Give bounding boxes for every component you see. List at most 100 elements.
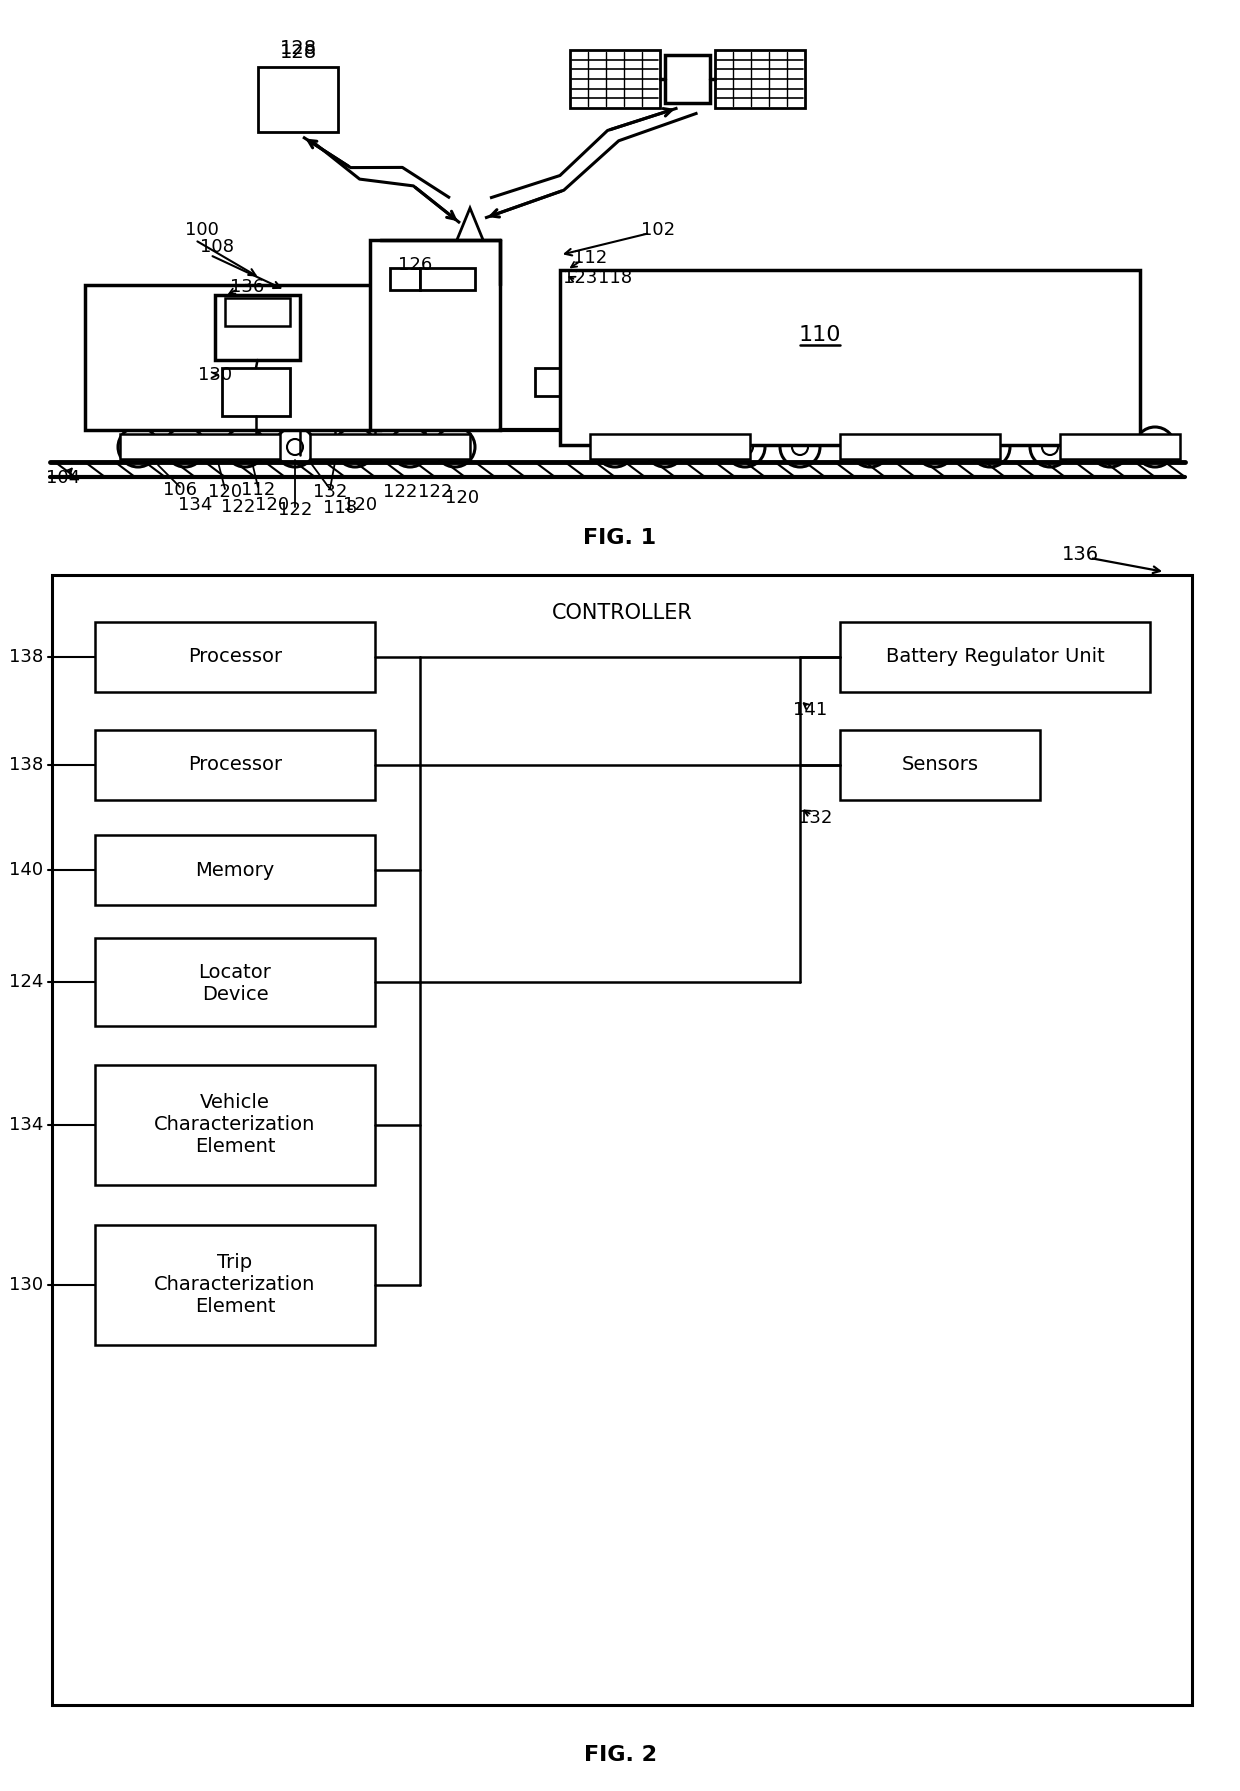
- Text: Memory: Memory: [196, 860, 274, 879]
- Bar: [839, 731, 1040, 801]
- Text: Locator: Locator: [198, 962, 272, 981]
- Text: 122: 122: [278, 501, 312, 519]
- Circle shape: [335, 426, 374, 467]
- Text: 124: 124: [9, 973, 43, 990]
- Circle shape: [177, 439, 193, 455]
- Circle shape: [130, 439, 146, 455]
- Bar: [222, 367, 290, 416]
- Text: 141: 141: [792, 700, 827, 718]
- Circle shape: [849, 426, 890, 467]
- Text: 134: 134: [177, 496, 212, 514]
- Circle shape: [792, 439, 808, 455]
- Text: 136: 136: [229, 278, 264, 296]
- Text: Device: Device: [202, 985, 268, 1003]
- Bar: [534, 367, 563, 396]
- Circle shape: [1042, 439, 1058, 455]
- Circle shape: [402, 439, 418, 455]
- Bar: [95, 835, 374, 904]
- Circle shape: [915, 426, 955, 467]
- Bar: [120, 433, 280, 458]
- Text: 140: 140: [9, 861, 43, 879]
- Bar: [95, 1066, 374, 1186]
- Text: Sensors: Sensors: [901, 756, 978, 774]
- Bar: [1060, 433, 1180, 458]
- Text: 118: 118: [322, 500, 357, 518]
- Text: Battery Regulator Unit: Battery Regulator Unit: [885, 648, 1105, 666]
- Text: 110: 110: [799, 324, 841, 346]
- Circle shape: [725, 426, 765, 467]
- Text: 106: 106: [162, 482, 197, 500]
- Bar: [570, 50, 660, 107]
- Circle shape: [118, 426, 157, 467]
- Circle shape: [982, 439, 998, 455]
- Circle shape: [737, 439, 753, 455]
- Circle shape: [657, 439, 673, 455]
- Circle shape: [1102, 439, 1118, 455]
- Text: Processor: Processor: [188, 648, 281, 666]
- Circle shape: [1147, 439, 1163, 455]
- Circle shape: [862, 439, 878, 455]
- Bar: [391, 269, 420, 290]
- Text: 120: 120: [445, 489, 479, 507]
- Text: 120: 120: [255, 496, 289, 514]
- Circle shape: [224, 426, 265, 467]
- Text: 138: 138: [9, 648, 43, 666]
- Text: 138: 138: [9, 756, 43, 774]
- Bar: [665, 56, 711, 104]
- Circle shape: [391, 426, 430, 467]
- Text: 100: 100: [185, 220, 219, 238]
- Circle shape: [237, 439, 253, 455]
- Circle shape: [165, 426, 205, 467]
- Text: 134: 134: [9, 1116, 43, 1134]
- Circle shape: [608, 439, 622, 455]
- Circle shape: [780, 426, 820, 467]
- Text: 128: 128: [279, 43, 316, 61]
- Text: Element: Element: [195, 1297, 275, 1316]
- Circle shape: [286, 439, 303, 455]
- Text: Characterization: Characterization: [154, 1116, 316, 1134]
- Bar: [453, 253, 489, 285]
- Text: 122: 122: [383, 484, 417, 501]
- Bar: [370, 240, 500, 430]
- Text: 112: 112: [573, 249, 608, 267]
- Bar: [839, 621, 1149, 691]
- Circle shape: [595, 426, 635, 467]
- Text: 122: 122: [221, 498, 255, 516]
- Bar: [95, 731, 374, 801]
- Circle shape: [98, 324, 138, 365]
- Text: 120: 120: [208, 484, 242, 501]
- Circle shape: [970, 426, 1011, 467]
- Circle shape: [347, 439, 363, 455]
- Text: 128: 128: [279, 39, 316, 59]
- Bar: [839, 433, 999, 458]
- Text: 132: 132: [312, 484, 347, 501]
- Bar: [565, 367, 593, 396]
- Bar: [215, 296, 300, 360]
- Bar: [420, 269, 475, 290]
- Text: 130: 130: [9, 1275, 43, 1295]
- Circle shape: [1090, 426, 1130, 467]
- Bar: [52, 575, 1192, 1705]
- Text: 122: 122: [418, 484, 453, 501]
- Text: FIG. 2: FIG. 2: [584, 1744, 656, 1764]
- Text: CONTROLLER: CONTROLLER: [552, 604, 692, 623]
- Text: 108: 108: [200, 238, 234, 256]
- Circle shape: [275, 426, 315, 467]
- Bar: [560, 270, 1140, 444]
- Bar: [310, 433, 470, 458]
- Text: 118: 118: [598, 269, 632, 287]
- Circle shape: [446, 439, 463, 455]
- Bar: [95, 1225, 374, 1345]
- Text: 136: 136: [1061, 546, 1099, 564]
- Bar: [95, 621, 374, 691]
- Text: Vehicle: Vehicle: [200, 1094, 270, 1112]
- Bar: [224, 297, 290, 326]
- Text: 112: 112: [241, 482, 275, 500]
- Text: 126: 126: [398, 256, 432, 274]
- Circle shape: [645, 426, 684, 467]
- Text: Trip: Trip: [217, 1254, 253, 1272]
- Bar: [95, 938, 374, 1026]
- Text: Processor: Processor: [188, 756, 281, 774]
- Bar: [715, 50, 805, 107]
- Text: Characterization: Characterization: [154, 1275, 316, 1295]
